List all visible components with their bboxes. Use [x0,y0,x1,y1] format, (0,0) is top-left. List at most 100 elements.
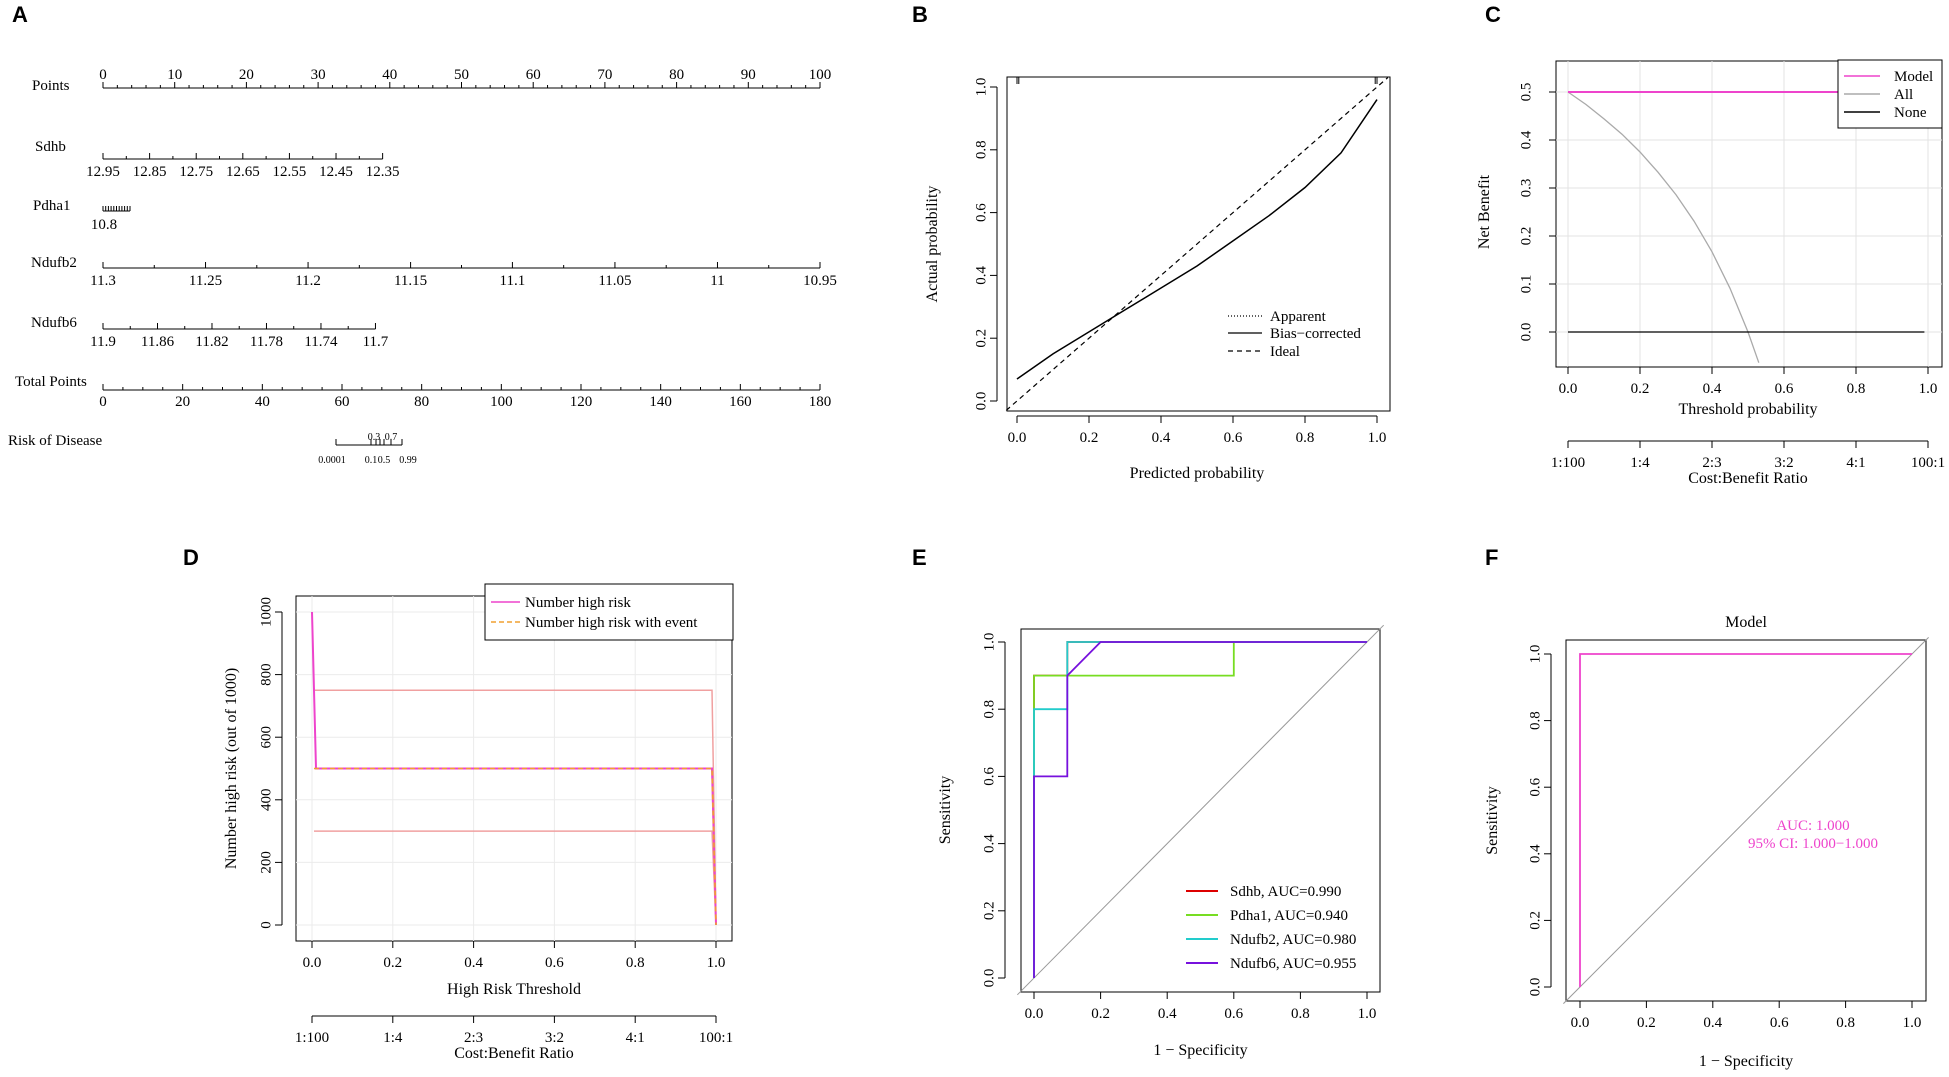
dca-legend-label-model: Model [1894,69,1933,85]
clinical-impact-y-tick-label: 0 [258,921,274,929]
clinical-impact-y-tick-label: 200 [258,851,274,874]
pdha1-tick-label: 10.8 [91,217,117,233]
calibration-y-tick-label: 0.8 [973,140,989,159]
roc-genes-x-tick-label: 1.0 [1358,1006,1377,1022]
roc-model-y-tick-label: 0.6 [1527,777,1543,796]
ndufb6-tick-label: 11.74 [304,334,338,350]
clinical-impact-y-tick-label: 1000 [258,597,274,627]
points-tick-label: 50 [454,67,469,83]
sdhb-tick-label: 12.65 [226,164,260,180]
clinical-impact-cost-benefit-tick-label: 2:3 [464,1030,483,1046]
calibration-plot-frame [1006,76,1391,412]
ndufb2-tick-label: 10.95 [803,273,837,289]
clinical-impact-x-tick-label: 0.8 [626,955,645,971]
dca-x-tick-label: 0.0 [1559,381,1578,397]
total-points-tick-label: 160 [729,394,752,410]
ndufb2-tick-label: 11.25 [189,273,222,289]
roc-model-x-tick-label: 0.4 [1703,1015,1722,1031]
total-points-tick-label: 120 [570,394,593,410]
roc-genes-y-tick-label: 0.0 [981,969,997,988]
dca-x-axis-title: Threshold probability [1678,401,1817,418]
dca-legend-label-none: None [1894,105,1927,121]
nomogram-row-label-ndufb2: Ndufb2 [31,255,77,271]
roc-model-y-tick-label: 0.0 [1527,978,1543,997]
calibration-x-tick-label: 0.6 [1224,430,1243,446]
clinical-impact-x-tick-label: 0.0 [303,955,322,971]
ndufb2-tick-label: 11.2 [295,273,321,289]
dca-y-tick-label: 0.3 [1518,179,1534,198]
nomogram-row-label-risk-of-disease: Risk of Disease [8,433,102,449]
calibration-x-axis-title: Predicted probability [1130,465,1265,482]
calibration-ideal-line [1005,77,1389,411]
ndufb2-tick-label: 11 [710,273,724,289]
ndufb2-tick-label: 11.3 [90,273,116,289]
clinical-impact-x-tick-label: 1.0 [707,955,726,971]
clinical-impact-cost-benefit-tick-label: 1:100 [295,1030,329,1046]
sdhb-tick-label: 12.85 [133,164,167,180]
roc-genes-diagonal-line [1016,624,1385,996]
calibration-y-tick-label: 0.6 [973,203,989,222]
roc-genes-x-tick-label: 0.4 [1158,1006,1177,1022]
calibration-x-tick-label: 0.2 [1080,430,1099,446]
points-tick-label: 60 [526,67,541,83]
total-points-tick-label: 80 [414,394,429,410]
total-points-tick-label: 60 [335,394,350,410]
points-tick-label: 100 [809,67,832,83]
roc-model-y-tick-label: 0.8 [1527,711,1543,730]
dca-cost-benefit-tick-label: 1:4 [1630,455,1650,471]
roc-model-x-tick-label: 0.0 [1571,1015,1590,1031]
roc-genes-x-tick-label: 0.6 [1224,1006,1243,1022]
calibration-legend-label-ideal: Ideal [1270,344,1300,360]
clinical-impact-ci-lower-line [314,830,717,926]
risk-tick-label-bottom: 0.0001 [318,455,346,466]
clinical-impact-legend-label-number-high-risk-with-event: Number high risk with event [525,615,698,631]
dca-cost-benefit-tick-label: 2:3 [1702,455,1721,471]
calibration-y-axis-title: Actual probability [924,186,941,303]
points-tick-label: 30 [311,67,326,83]
nomogram-row-label-points: Points [32,78,70,94]
nomogram-row-label-total-points: Total Points [15,374,87,390]
roc-genes-legend-label-sdhb: Sdhb, AUC=0.990 [1230,884,1341,900]
dca-y-tick-label: 0.4 [1518,130,1534,149]
roc-model-ci-annotation: 95% CI: 1.000−1.000 [1748,836,1878,852]
points-tick-label: 10 [167,67,182,83]
points-tick-label: 80 [669,67,684,83]
risk-tick-label-bottom: 0.99 [399,455,417,466]
clinical-impact-legend-box [484,583,734,641]
ndufb6-tick-label: 11.78 [250,334,283,350]
calibration-y-tick-label: 1.0 [973,78,989,97]
clinical-impact-y-tick-label: 400 [258,789,274,812]
dca-x-tick-label: 0.2 [1631,381,1650,397]
roc-genes-legend-label-ndufb2: Ndufb2, AUC=0.980 [1230,932,1356,948]
roc-genes-y-tick-label: 1.0 [981,633,997,652]
roc-genes-legend-label-pdha1: Pdha1, AUC=0.940 [1230,908,1348,924]
ndufb2-tick-label: 11.05 [598,273,631,289]
roc-model-x-tick-label: 0.6 [1770,1015,1789,1031]
roc-genes-legend-label-ndufb6: Ndufb6, AUC=0.955 [1230,956,1356,972]
roc-genes-y-tick-label: 0.4 [981,834,997,853]
dca-y-axis-title: Net Benefit [1476,174,1493,249]
calibration-y-tick-label: 0.2 [973,329,989,348]
clinical-impact-cost-benefit-title: Cost:Benefit Ratio [454,1045,574,1062]
calibration-x-tick-label: 0.0 [1008,430,1027,446]
clinical-impact-number-high-risk-event-line [314,767,717,926]
clinical-impact-cost-benefit-tick-label: 3:2 [545,1030,564,1046]
ndufb6-tick-label: 11.82 [195,334,228,350]
total-points-tick-label: 180 [809,394,832,410]
ndufb2-tick-label: 11.1 [500,273,526,289]
calibration-legend-label-bias-corrected: Bias−corrected [1270,326,1361,342]
roc-model-x-tick-label: 0.2 [1637,1015,1656,1031]
roc-genes-y-tick-label: 0.6 [981,767,997,786]
dca-y-tick-label: 0.1 [1518,275,1534,294]
clinical-impact-x-tick-label: 0.6 [545,955,564,971]
clinical-impact-y-tick-label: 800 [258,663,274,686]
roc-model-auc-annotation: AUC: 1.000 [1776,818,1849,834]
roc-genes-x-tick-label: 0.2 [1091,1006,1110,1022]
dca-all-line [1567,91,1760,363]
calibration-y-tick-label: 0.4 [973,266,989,285]
calibration-x-tick-label: 1.0 [1368,430,1387,446]
dca-cost-benefit-tick-label: 4:1 [1846,455,1865,471]
roc-genes-y-axis-title: Sensitivity [937,776,954,844]
risk-tick-label-top: 0.3 [368,432,381,443]
clinical-impact-x-axis-title: High Risk Threshold [447,981,581,998]
